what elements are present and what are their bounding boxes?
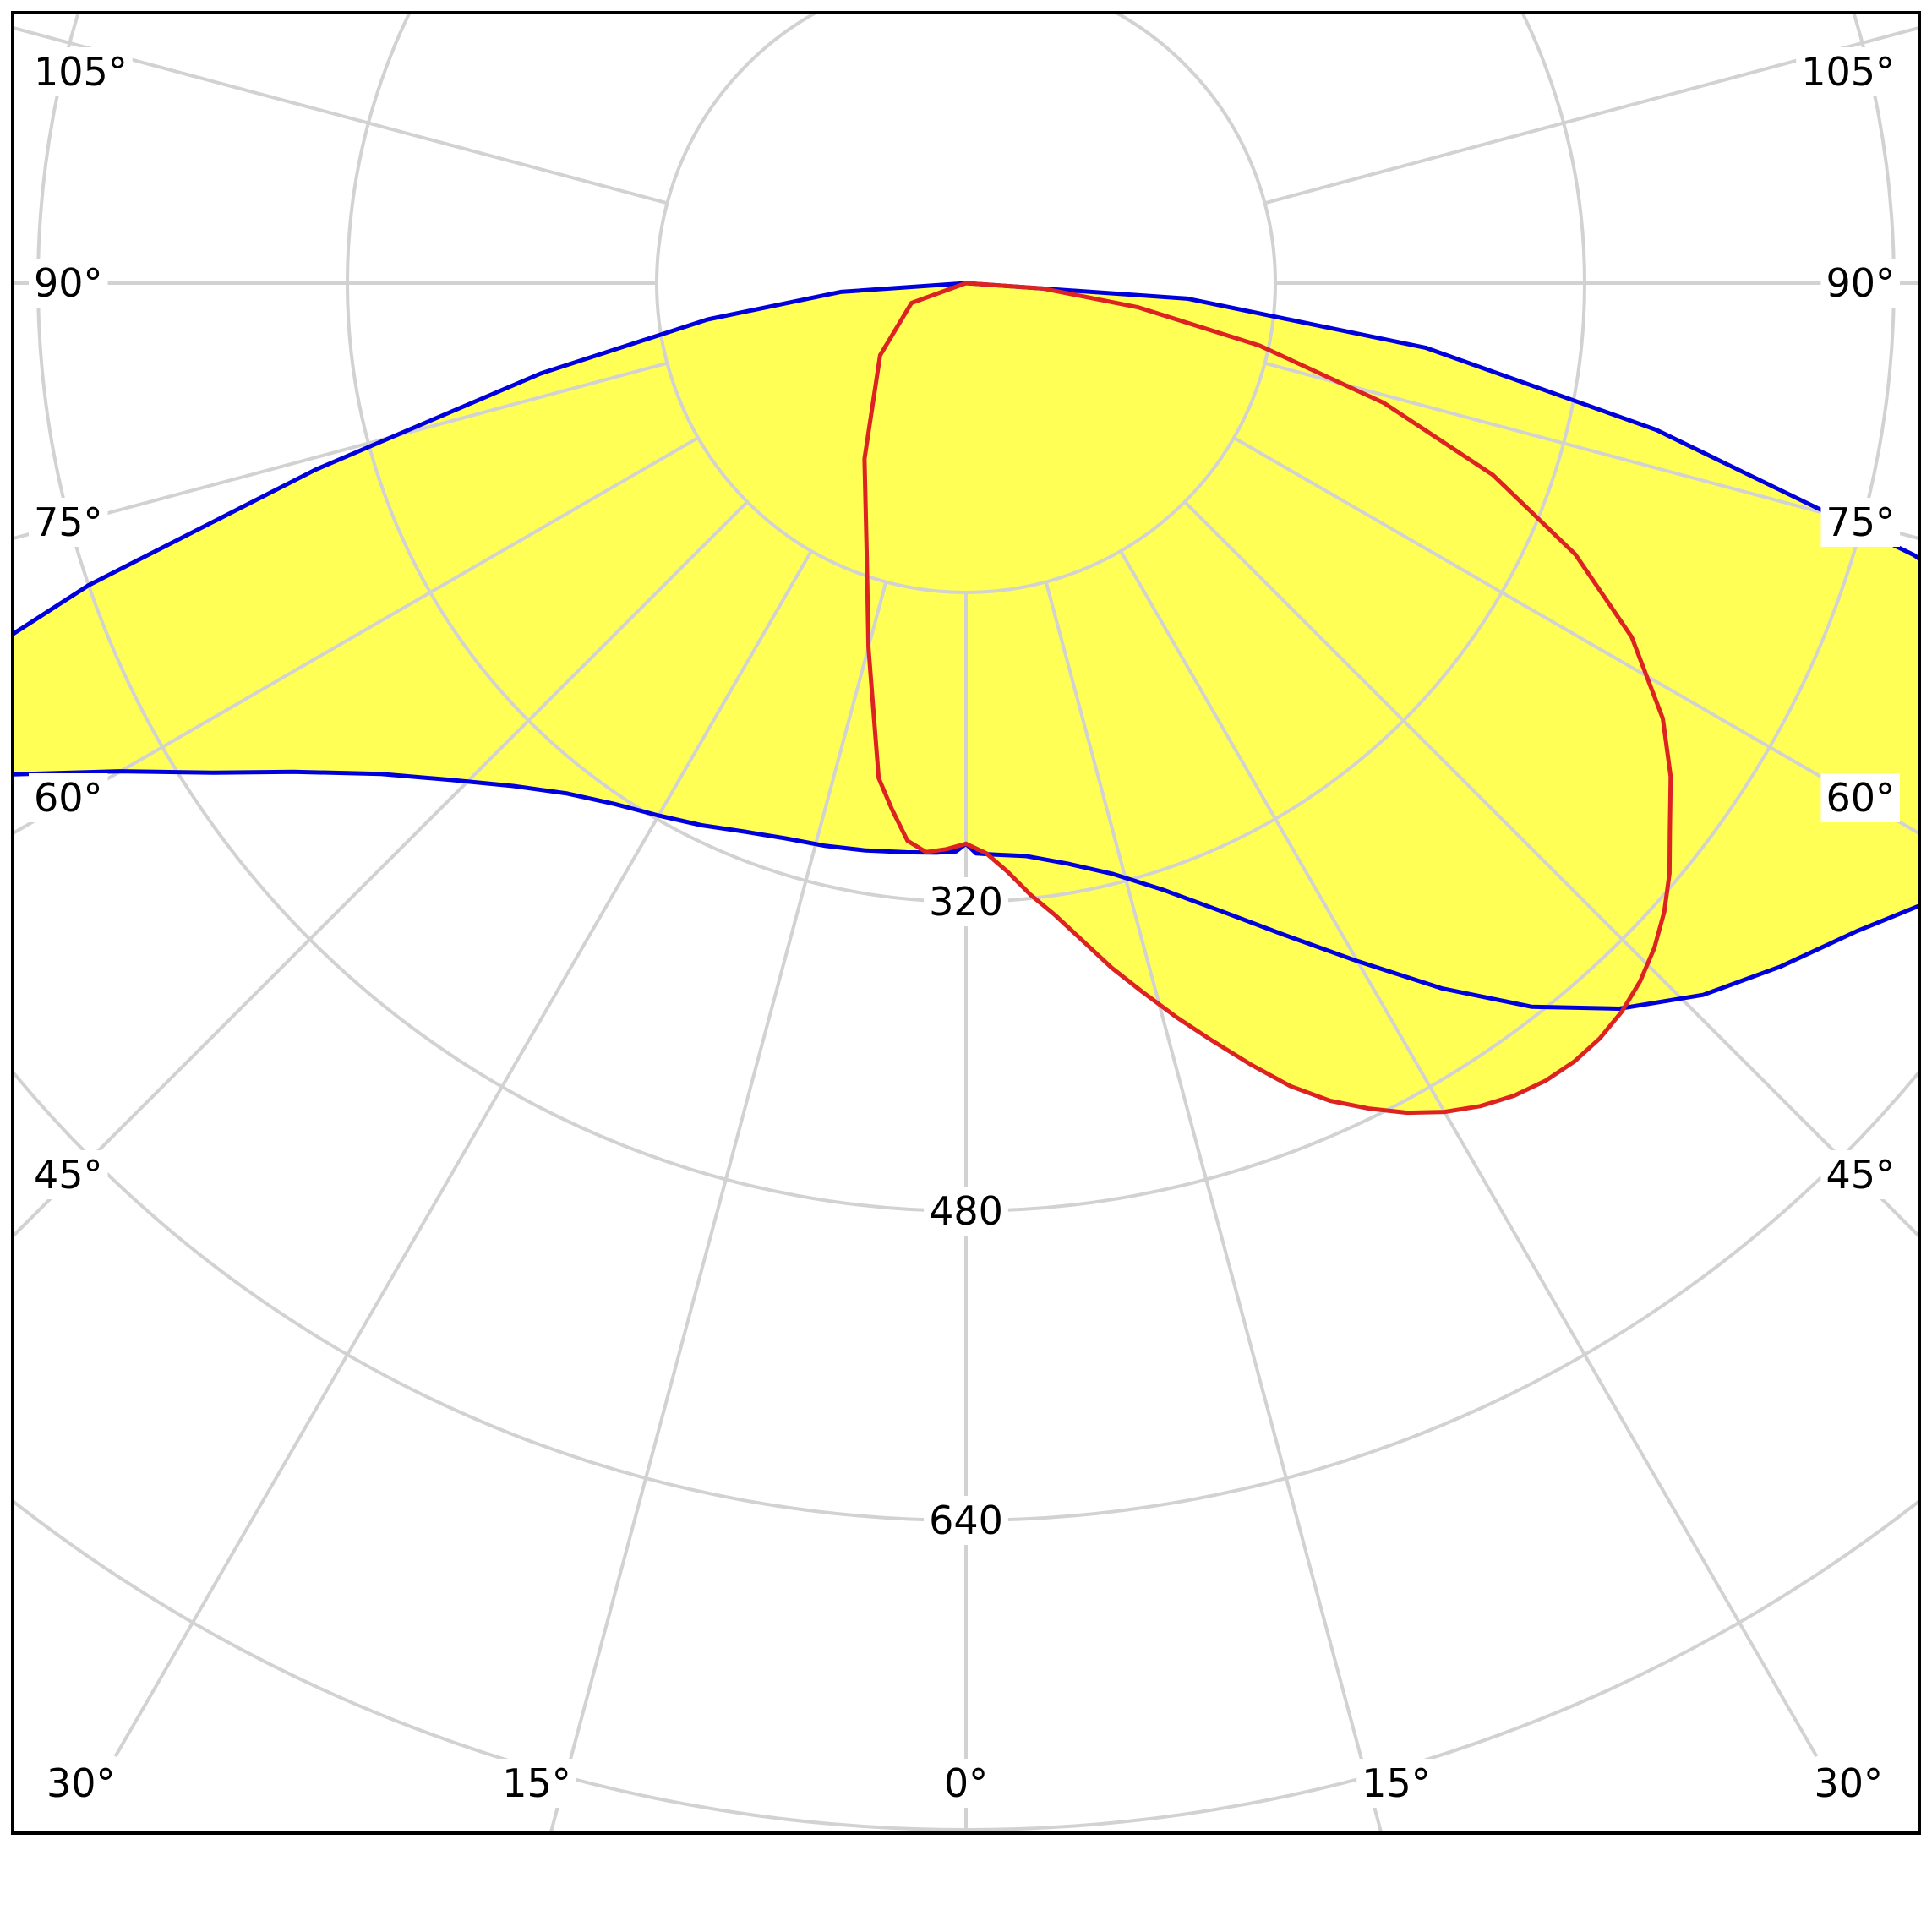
grid-spoke (13, 361, 669, 541)
angle-label-left-bg (29, 1150, 108, 1199)
series-fill-1 (864, 283, 1671, 1113)
angle-label-left: 60° (34, 775, 103, 821)
grid-spoke (13, 500, 749, 1239)
angle-label-zero: 0° (944, 1760, 988, 1806)
grid-spoke (1263, 25, 1919, 205)
radial-tick-label: 640 (929, 1498, 1003, 1543)
grid-spoke (548, 581, 888, 1833)
angle-label-left: 90° (34, 260, 103, 306)
series-curve-1 (862, 281, 1673, 1116)
angle-label-left-bg (497, 1759, 576, 1808)
grid-spoke (1119, 549, 1819, 1758)
chart-frame (11, 11, 1921, 1835)
angle-label-right: 75° (1826, 499, 1895, 545)
angle-label-right-bg (1820, 259, 1900, 308)
angle-label-left-bg (29, 259, 108, 308)
grid-spoke (1183, 500, 1919, 1239)
angle-label-left: 105° (34, 49, 128, 95)
angle-label-left-bg (41, 1759, 121, 1808)
angle-label-left: 45° (34, 1152, 103, 1198)
angle-label-right: 60° (1826, 775, 1895, 821)
grid-spoke (13, 25, 669, 205)
angle-label-right-bg (1356, 1759, 1436, 1808)
angle-label-left: 15° (502, 1760, 571, 1806)
angle-label-left-bg (29, 47, 133, 96)
angle-label-left-bg (29, 773, 108, 822)
angle-label-left-bg (29, 498, 108, 547)
radial-tick-label-bg (924, 1496, 1008, 1545)
grid-spoke (1044, 581, 1384, 1833)
angle-label-right: 30° (1814, 1760, 1883, 1806)
radial-tick-label-bg (924, 1187, 1008, 1236)
radial-tick-label: 480 (929, 1188, 1003, 1234)
angle-label-right-bg (1809, 1759, 1888, 1808)
radial-tick-label-bg (924, 877, 1008, 926)
angle-label-right: 90° (1826, 260, 1895, 306)
angle-label-zero-bg (938, 1759, 994, 1808)
angle-label-right-bg (1796, 47, 1900, 96)
curve-layer (13, 281, 1919, 1116)
angle-label-right: 105° (1801, 49, 1895, 95)
label-layer: 320 480 640 105° 90° 75° 60° 45° 30° 105° 90° 75° 60… (29, 47, 1900, 1808)
angle-label-left: 30° (46, 1760, 116, 1806)
angle-label-right-bg (1820, 498, 1900, 547)
angle-label-right: 45° (1826, 1152, 1895, 1198)
radial-tick-label: 320 (929, 879, 1003, 925)
angle-label-left: 75° (34, 499, 103, 545)
grid-spoke (113, 549, 813, 1758)
angle-label-right: 15° (1362, 1760, 1431, 1806)
angle-label-right-bg (1820, 1150, 1900, 1199)
grid-spoke (1263, 361, 1919, 541)
angle-label-right-bg (1820, 773, 1900, 822)
